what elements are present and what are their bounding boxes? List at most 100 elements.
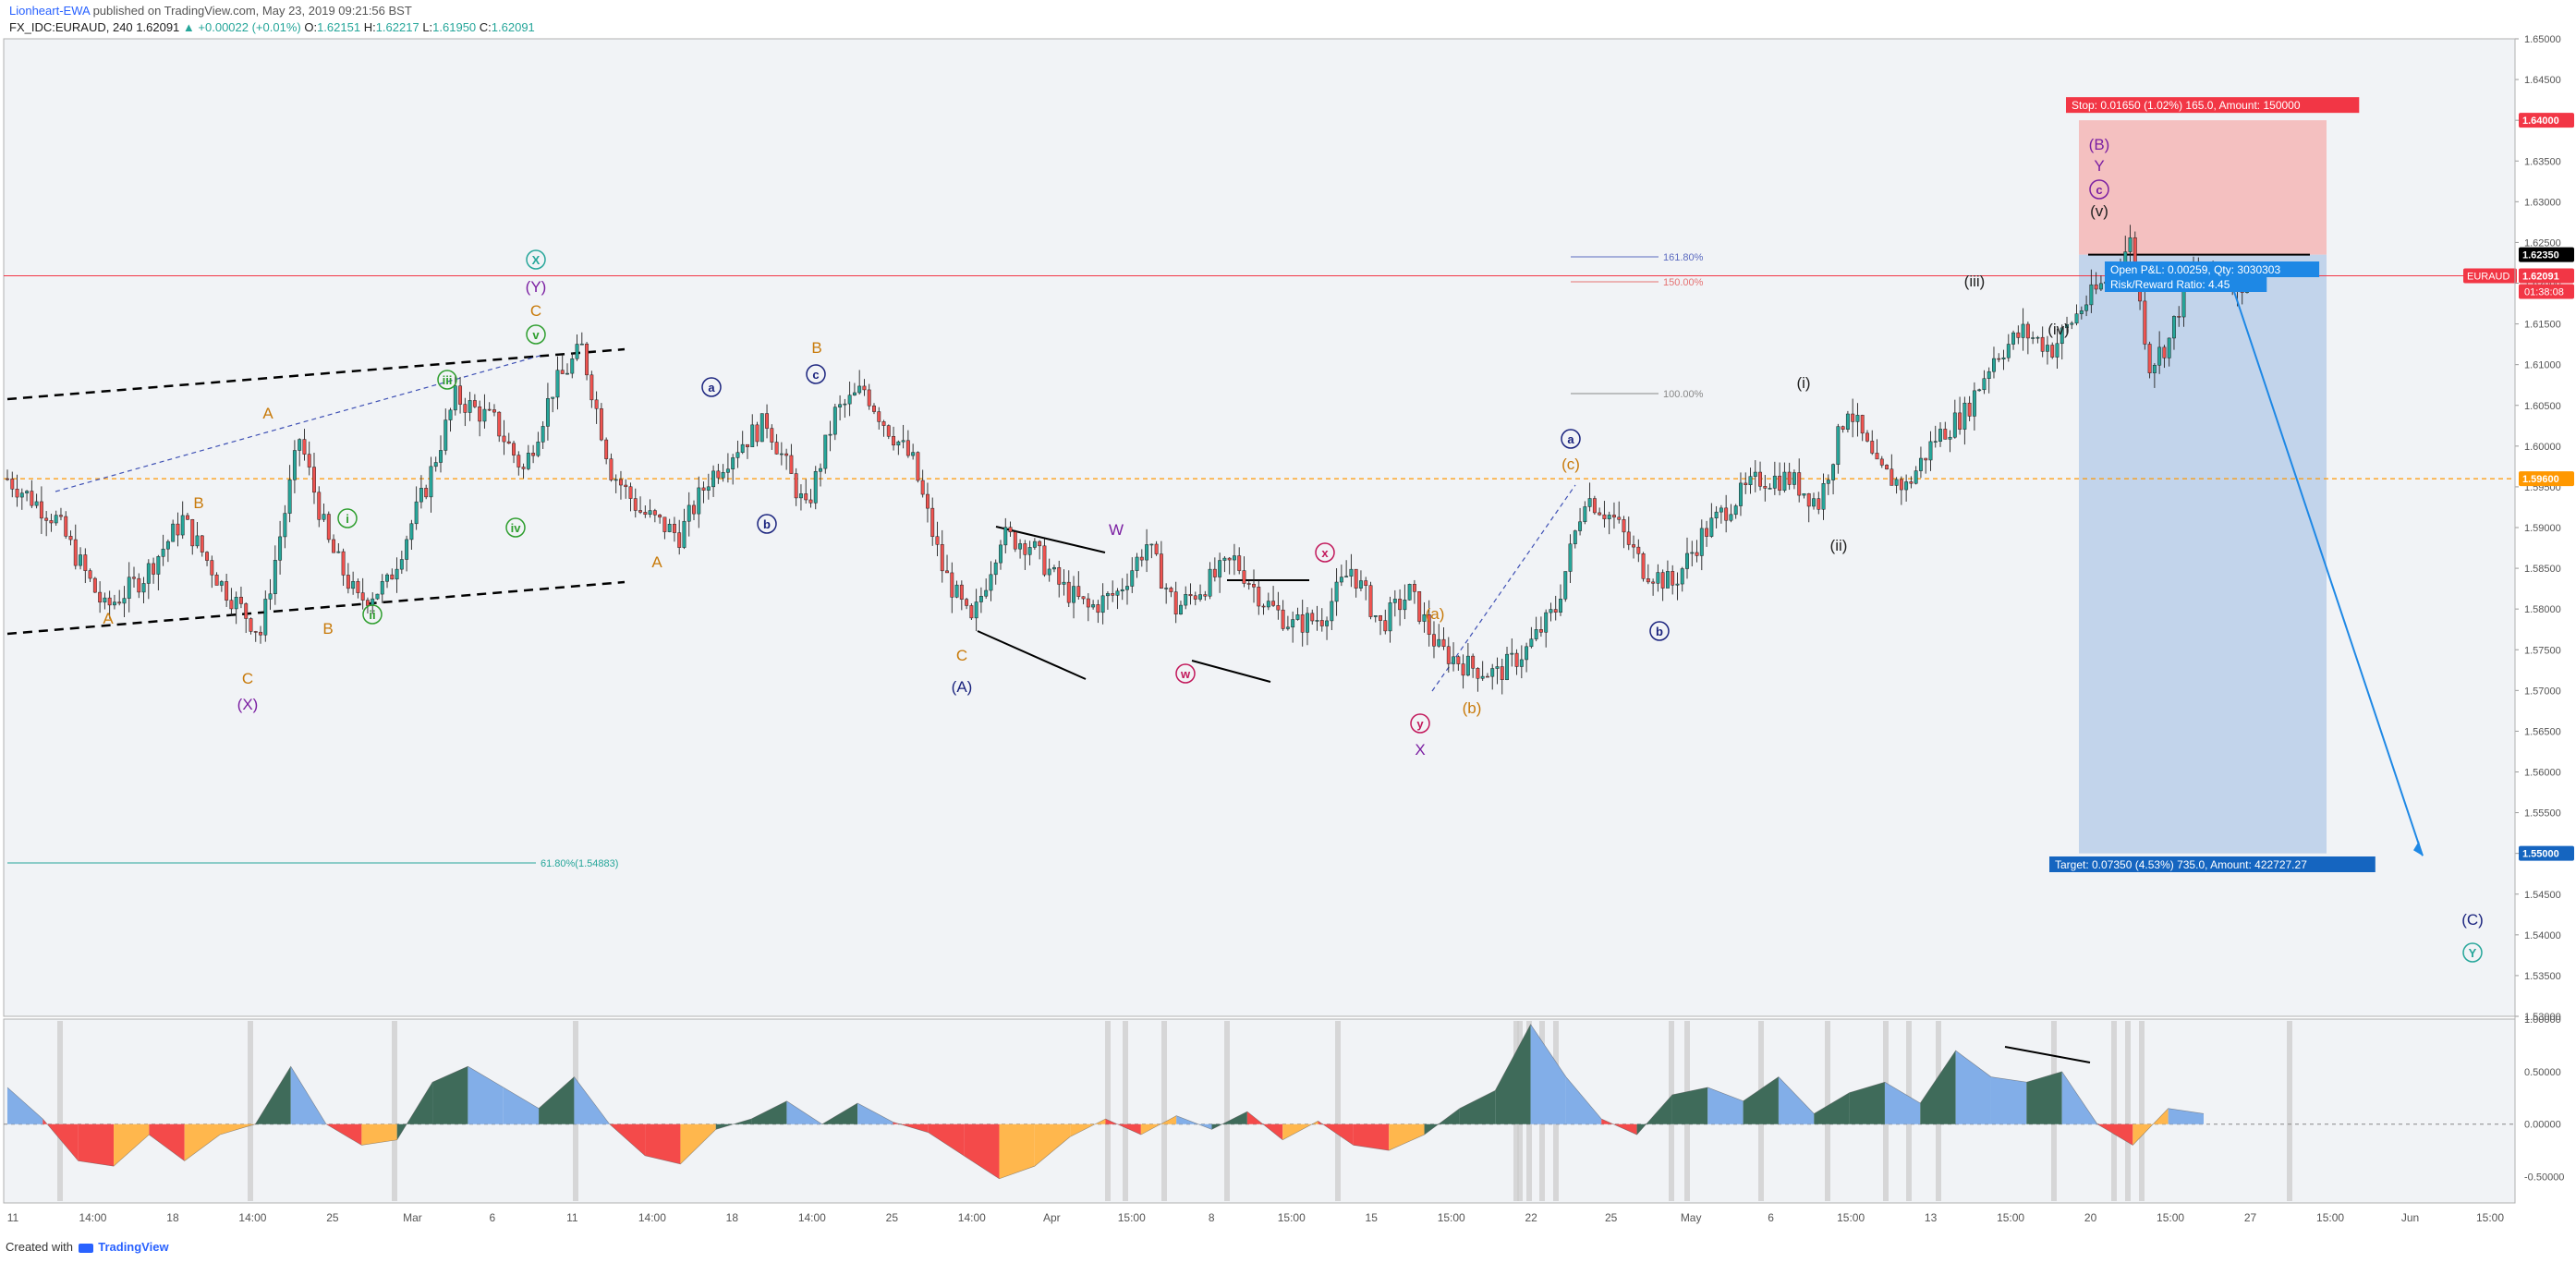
- candle-up: [1198, 594, 1202, 600]
- wave-label: (C): [2461, 911, 2484, 929]
- time-tick-label: Jun: [2401, 1211, 2419, 1224]
- candle-up: [1680, 568, 1684, 585]
- candle-down: [1875, 453, 1879, 460]
- countdown-label: 01:38:08: [2524, 286, 2564, 298]
- candle-up: [1052, 566, 1056, 570]
- candle-down: [789, 455, 794, 474]
- candle-down: [512, 443, 516, 455]
- candle-up: [1525, 646, 1529, 661]
- candle-down: [950, 572, 954, 598]
- oscillator-marker: [57, 1021, 63, 1201]
- candle-down: [1485, 675, 1489, 678]
- candle-down: [1622, 519, 1626, 533]
- candle-down: [1553, 609, 1558, 613]
- candle-up: [1845, 413, 1850, 430]
- fib-label: 61.80%(1.54883): [541, 858, 618, 869]
- candle-down: [701, 487, 706, 491]
- candle-up: [1295, 614, 1300, 620]
- candle-down: [560, 370, 565, 374]
- candle-up: [551, 396, 555, 399]
- price-badge-label: 1.55000: [2522, 849, 2559, 860]
- candle-down: [643, 512, 648, 516]
- candle-down: [892, 436, 896, 446]
- candle-up: [351, 581, 356, 589]
- candle-down: [1446, 646, 1451, 664]
- symbol-label[interactable]: FX_IDC:EURAUD, 240: [9, 20, 133, 34]
- candle-up: [375, 593, 380, 600]
- candle-up: [1315, 620, 1319, 622]
- oscillator-segment: [432, 1066, 468, 1124]
- price-tick-label: 1.65000: [2524, 34, 2561, 45]
- candle-down: [784, 453, 789, 456]
- candle-up: [1232, 555, 1236, 561]
- tradingview-brand[interactable]: TradingView: [98, 1240, 169, 1254]
- candle-up: [1982, 378, 1987, 391]
- candle-up: [1135, 556, 1139, 571]
- candle-down: [1851, 413, 1855, 422]
- wave-circle: [1561, 429, 1581, 449]
- candle-down: [6, 478, 9, 480]
- candle-down: [107, 597, 112, 606]
- wave-circle: [757, 514, 777, 534]
- candle-up: [1768, 488, 1772, 490]
- wave-label: a: [1567, 432, 1574, 446]
- candle-down: [516, 455, 521, 468]
- candle-up: [2045, 345, 2049, 352]
- stop-label: Stop: 0.01650 (1.02%) 165.0, Amount: 150…: [2066, 97, 2360, 114]
- oscillator-segment: [503, 1087, 540, 1124]
- time-tick-label: 14:00: [238, 1211, 266, 1224]
- wave-circle: [701, 377, 722, 397]
- candle-down: [238, 596, 243, 604]
- candle-down: [326, 514, 331, 540]
- time-tick-label: 6: [490, 1211, 496, 1224]
- wave-circle: [505, 517, 526, 538]
- wave-circle: [526, 324, 546, 345]
- candle-up: [380, 581, 384, 595]
- price-tick-label: 1.54000: [2524, 930, 2561, 941]
- candle-down: [1889, 468, 1894, 486]
- candle-up: [439, 450, 443, 463]
- candle-down: [44, 517, 49, 521]
- candle-up: [1032, 540, 1037, 548]
- candle-up: [536, 442, 541, 456]
- candle-up: [852, 392, 857, 395]
- candle-up: [409, 523, 414, 540]
- candle-up: [1972, 390, 1976, 417]
- wave-circle: [362, 604, 383, 625]
- price-badge-label: 1.62350: [2522, 250, 2559, 261]
- candle-up: [1480, 675, 1485, 679]
- oscillator-segment: [1884, 1082, 1921, 1124]
- oscillator-segment: [2168, 1108, 2204, 1124]
- candle-down: [390, 574, 395, 580]
- oscillator-segment: [184, 1123, 221, 1161]
- low-label: L:: [422, 20, 433, 34]
- oscillator-segment: [680, 1123, 716, 1164]
- candle-up: [1583, 506, 1587, 523]
- candle-up: [1812, 498, 1816, 507]
- oscillator-segment: [114, 1123, 150, 1167]
- author-link[interactable]: Lionheart-EWA: [9, 4, 90, 18]
- candle-down: [940, 544, 944, 572]
- candle-down: [925, 493, 930, 509]
- candle-up: [433, 462, 438, 468]
- candle-up: [999, 544, 1002, 564]
- candle-up: [287, 480, 292, 514]
- candle-down: [190, 519, 195, 547]
- candle-up: [1729, 514, 1733, 521]
- candle-up: [1529, 638, 1534, 648]
- candle-up: [2098, 283, 2103, 290]
- candle-down: [1319, 620, 1324, 626]
- candle-up: [1339, 577, 1343, 583]
- candle-up: [2167, 337, 2171, 358]
- publish-line: Lionheart-EWA published on TradingView.c…: [9, 4, 412, 18]
- wave-label: ii: [369, 608, 375, 622]
- candle-down: [633, 498, 638, 511]
- candle-down: [88, 570, 92, 579]
- candle-up: [1792, 472, 1796, 485]
- candle-up: [2074, 313, 2079, 324]
- candle-down: [867, 389, 871, 407]
- oscillator-segment: [149, 1123, 185, 1161]
- oscillator-marker: [392, 1021, 397, 1201]
- candle-up: [141, 583, 146, 593]
